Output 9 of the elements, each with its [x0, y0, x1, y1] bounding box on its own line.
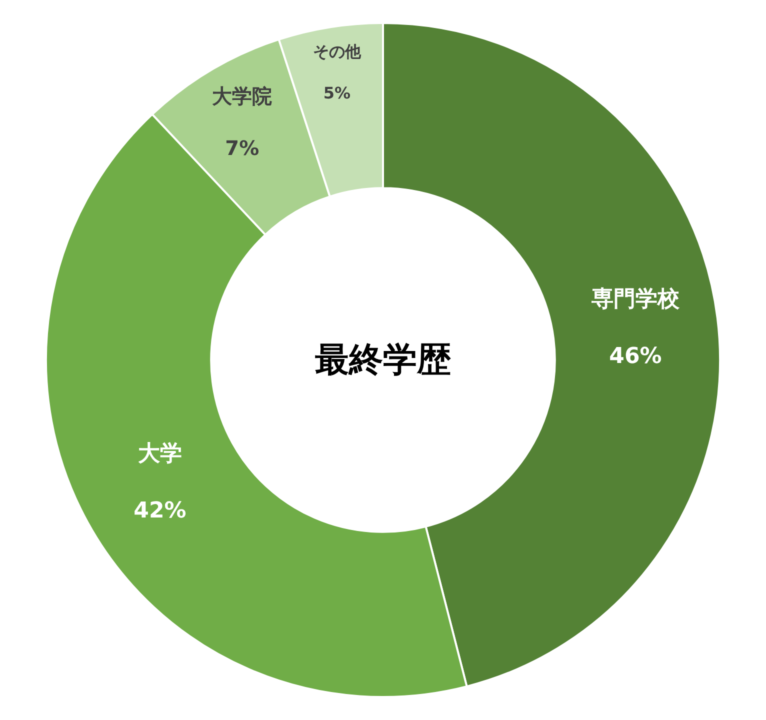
slice-label: 大学院: [212, 84, 272, 108]
data-label: 5%: [323, 83, 350, 102]
data-label: 46%: [609, 344, 662, 370]
slice-label: その他: [312, 42, 362, 61]
data-label: 42%: [134, 498, 186, 524]
slice-label: 大学: [138, 441, 182, 466]
slice-label: 専門学校: [590, 287, 680, 312]
data-label: 7%: [225, 136, 260, 160]
text: 最終学歴: [315, 340, 451, 380]
